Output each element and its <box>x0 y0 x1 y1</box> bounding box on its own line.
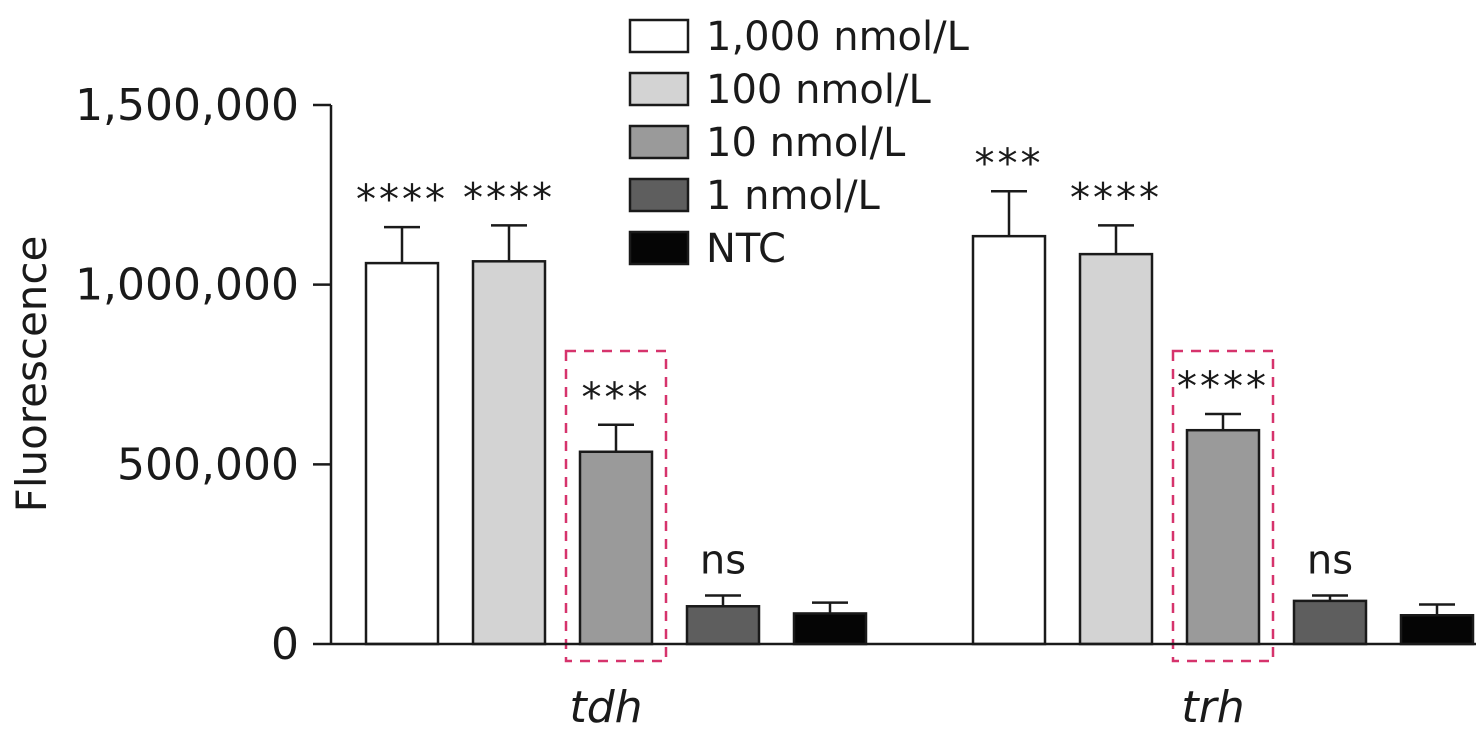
legend-swatch <box>628 18 690 54</box>
significance-label: *** <box>975 141 1044 187</box>
bar <box>578 450 654 646</box>
bar <box>1185 428 1261 646</box>
legend-label: 100 nmol/L <box>706 67 931 113</box>
significance-label: **** <box>1070 175 1162 221</box>
y-tick-label: 500,000 <box>117 439 299 490</box>
highlight-box <box>564 349 668 663</box>
significance-label: **** <box>463 175 555 221</box>
category-label: trh <box>1181 682 1244 733</box>
significance-label: ns <box>1307 537 1353 583</box>
legend-label: 1,000 nmol/L <box>706 14 970 60</box>
bar <box>1292 599 1368 646</box>
y-axis-label: Fluorescence <box>7 236 56 513</box>
labels: 0 500,000 1,000,000 1,500,000 Fluorescence **… <box>7 80 1353 733</box>
legend-label: 10 nmol/L <box>706 120 906 166</box>
bar <box>1399 614 1475 646</box>
significance-label: **** <box>1177 364 1269 410</box>
bars <box>364 189 1475 646</box>
bar <box>971 234 1047 646</box>
y-tick-label: 1,000,000 <box>75 260 299 311</box>
bar <box>471 260 547 646</box>
y-tick-label: 1,500,000 <box>75 80 299 131</box>
legend-swatch <box>628 124 690 160</box>
highlight-box <box>1171 349 1275 663</box>
y-tick-label: 0 <box>271 619 299 670</box>
legend-label: NTC <box>706 226 786 272</box>
legend-label: 1 nmol/L <box>706 173 881 219</box>
bar <box>792 612 868 646</box>
significance-label: **** <box>356 177 448 223</box>
highlight-boxes <box>564 349 1275 663</box>
bar <box>364 261 440 646</box>
significance-label: *** <box>582 375 651 421</box>
bar <box>685 605 761 646</box>
bar <box>1078 252 1154 646</box>
axes <box>313 103 1476 646</box>
legend: 1,000 nmol/L 100 nmol/L 10 nmol/L 1 nmol/L N… <box>628 14 970 272</box>
legend-swatch <box>628 177 690 213</box>
significance-label: ns <box>700 537 746 583</box>
legend-swatch <box>628 71 690 107</box>
legend-swatch <box>628 230 690 266</box>
category-label: tdh <box>569 682 642 733</box>
